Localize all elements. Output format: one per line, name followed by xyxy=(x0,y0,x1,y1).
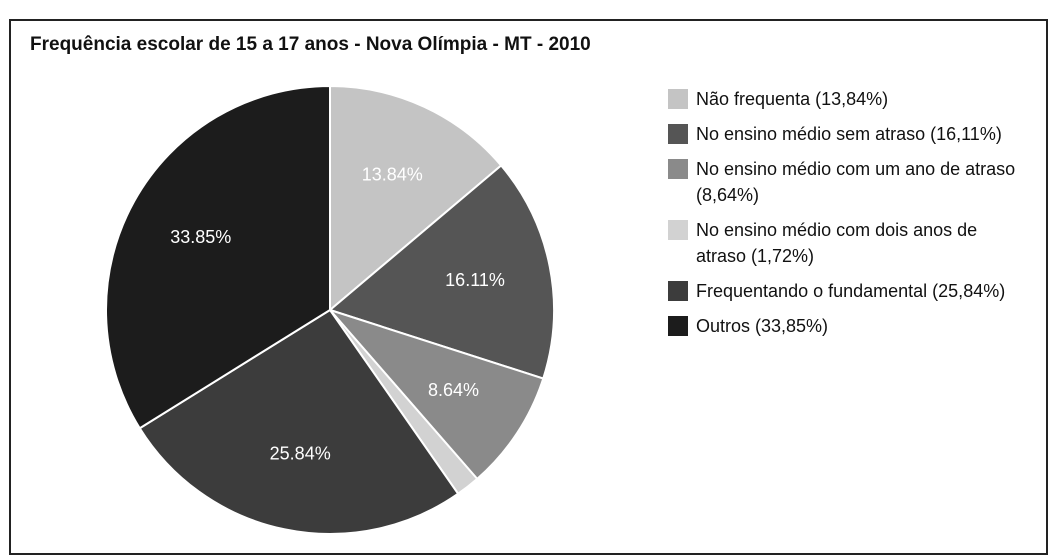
legend-swatch xyxy=(668,316,688,336)
legend-label: No ensino médio com dois anos de atraso … xyxy=(696,220,978,266)
legend-label: No ensino médio sem atraso (16,11%) xyxy=(696,124,1002,144)
pie-slice xyxy=(326,307,545,481)
slice-label: 16.11% xyxy=(445,270,505,290)
legend-item: No ensino médio sem atraso (16,11%) xyxy=(668,121,1018,147)
pie-slice xyxy=(105,84,331,430)
legend-swatch xyxy=(668,281,688,301)
legend: Não frequenta (13,84%) No ensino médio se… xyxy=(668,86,1018,348)
legend-item: No ensino médio com dois anos de atraso … xyxy=(668,217,1018,269)
chart-title: Frequência escolar de 15 a 17 anos - Nov… xyxy=(30,34,591,55)
legend-item: Outros (33,85%) xyxy=(668,313,1018,339)
legend-swatch xyxy=(668,159,688,179)
pie-slice xyxy=(327,164,555,380)
legend-label: No ensino médio com um ano de atraso (8,… xyxy=(696,159,1016,205)
legend-label: Não frequenta (13,84%) xyxy=(696,89,889,109)
legend-label: Frequentando o fundamental (25,84%) xyxy=(696,281,1006,301)
slice-label: 8.64% xyxy=(428,380,479,400)
legend-swatch xyxy=(668,89,688,109)
slice-label: 13.84% xyxy=(362,165,423,185)
legend-item: Não frequenta (13,84%) xyxy=(668,86,1018,112)
slice-label: 33.85% xyxy=(170,227,231,247)
legend-label: Outros (33,85%) xyxy=(696,316,829,336)
legend-swatch xyxy=(668,220,688,240)
pie-slice xyxy=(138,308,460,535)
pie-slice xyxy=(329,84,503,313)
legend-swatch xyxy=(668,124,688,144)
slice-label: 25.84% xyxy=(270,444,331,464)
legend-item: No ensino médio com um ano de atraso (8,… xyxy=(668,156,1018,208)
legend-item: Frequentando o fundamental (25,84%) xyxy=(668,278,1018,304)
